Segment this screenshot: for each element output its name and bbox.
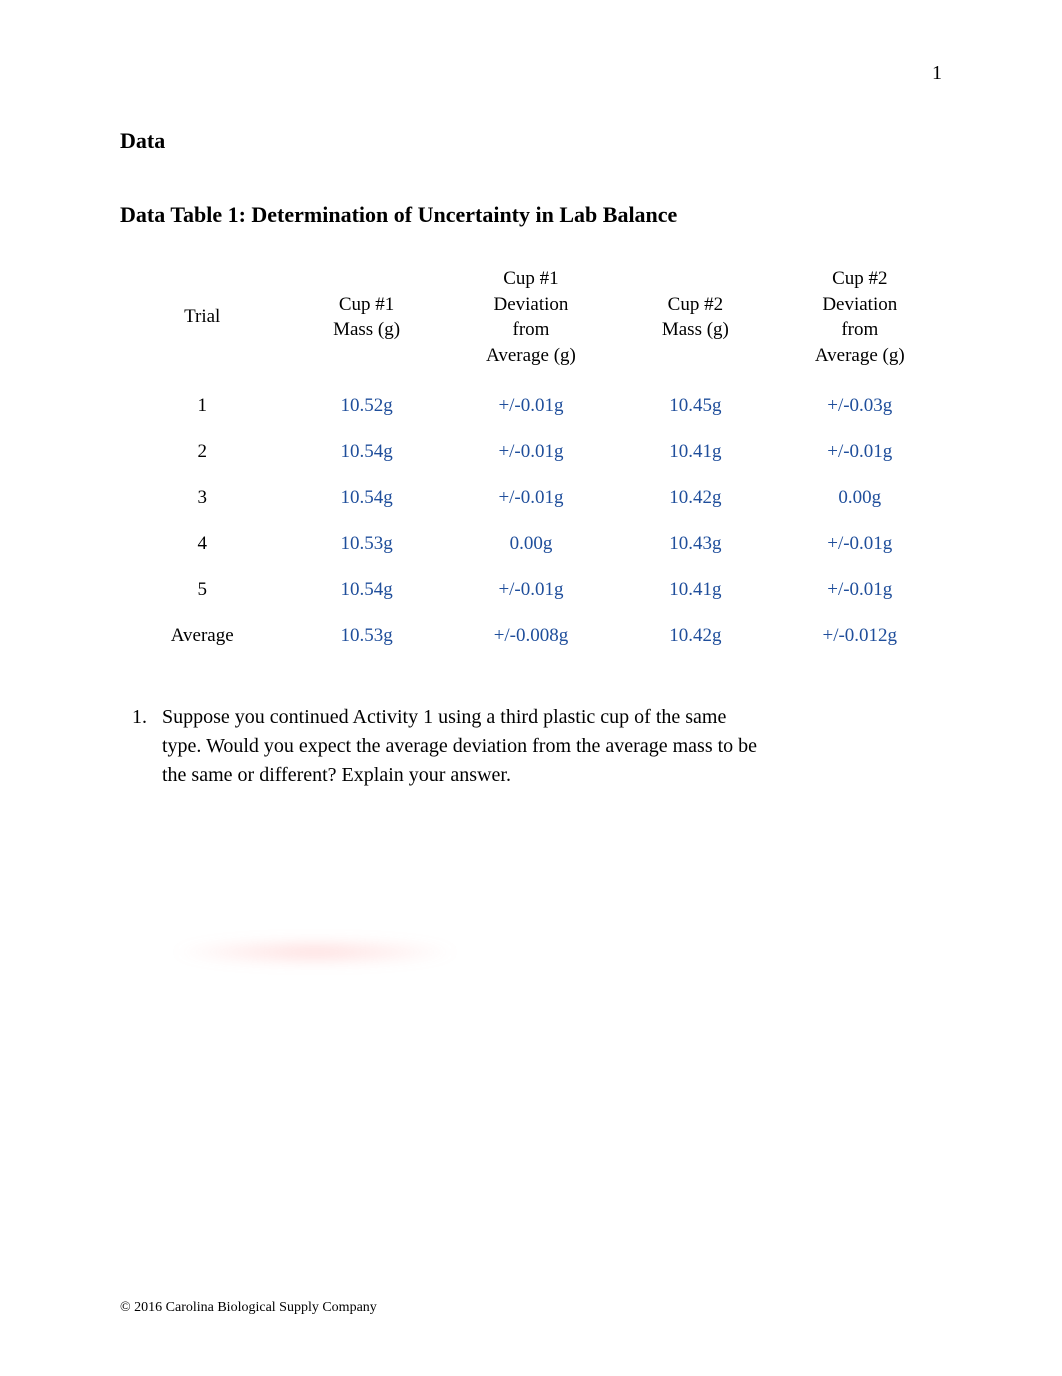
cell-c2-mass: 10.41g	[613, 567, 777, 613]
cell-trial: 2	[120, 429, 284, 475]
cell-c1-mass: 10.54g	[284, 429, 448, 475]
question-block: 1. Suppose you continued Activity 1 usin…	[120, 703, 942, 790]
cell-c2-dev: +/-0.01g	[778, 567, 942, 613]
data-table: Trial Cup #1Mass (g) Cup #1Deviationfrom…	[120, 260, 942, 659]
cell-trial: 3	[120, 475, 284, 521]
cell-c1-dev: +/-0.01g	[449, 429, 613, 475]
col-cup1-mass: Cup #1Mass (g)	[284, 260, 448, 383]
table-row: 2 10.54g +/-0.01g 10.41g +/-0.01g	[120, 429, 942, 475]
question-number: 1.	[120, 703, 162, 790]
table-header-row: Trial Cup #1Mass (g) Cup #1Deviationfrom…	[120, 260, 942, 383]
copyright-footer: © 2016 Carolina Biological Supply Compan…	[120, 1300, 377, 1316]
page-number: 1	[932, 62, 942, 85]
cell-c1-dev: 0.00g	[449, 521, 613, 567]
table-row: 4 10.53g 0.00g 10.43g +/-0.01g	[120, 521, 942, 567]
table-row: 3 10.54g +/-0.01g 10.42g 0.00g	[120, 475, 942, 521]
cell-trial: 5	[120, 567, 284, 613]
cell-c1-mass: 10.54g	[284, 567, 448, 613]
cell-c1-dev: +/-0.01g	[449, 475, 613, 521]
table-title: Data Table 1: Determination of Uncertain…	[120, 202, 942, 228]
table-body: 1 10.52g +/-0.01g 10.45g +/-0.03g 2 10.5…	[120, 383, 942, 659]
cell-c1-dev: +/-0.01g	[449, 567, 613, 613]
cell-c2-mass: 10.43g	[613, 521, 777, 567]
cell-c1-mass: 10.53g	[284, 613, 448, 659]
blur-redaction	[170, 938, 460, 966]
cell-c2-dev: +/-0.01g	[778, 429, 942, 475]
cell-c2-mass: 10.42g	[613, 613, 777, 659]
cell-c2-mass: 10.42g	[613, 475, 777, 521]
cell-trial: 1	[120, 383, 284, 429]
cell-trial: Average	[120, 613, 284, 659]
cell-c2-dev: +/-0.03g	[778, 383, 942, 429]
section-heading: Data	[120, 128, 942, 154]
cell-c2-mass: 10.41g	[613, 429, 777, 475]
col-cup1-dev: Cup #1DeviationfromAverage (g)	[449, 260, 613, 383]
table-row: 5 10.54g +/-0.01g 10.41g +/-0.01g	[120, 567, 942, 613]
col-cup2-dev: Cup #2DeviationfromAverage (g)	[778, 260, 942, 383]
cell-trial: 4	[120, 521, 284, 567]
cell-c1-dev: +/-0.01g	[449, 383, 613, 429]
cell-c2-dev: 0.00g	[778, 475, 942, 521]
cell-c1-dev: +/-0.008g	[449, 613, 613, 659]
col-cup2-mass: Cup #2Mass (g)	[613, 260, 777, 383]
cell-c1-mass: 10.54g	[284, 475, 448, 521]
table-row-average: Average 10.53g +/-0.008g 10.42g +/-0.012…	[120, 613, 942, 659]
col-trial: Trial	[120, 260, 284, 383]
cell-c1-mass: 10.52g	[284, 383, 448, 429]
table-row: 1 10.52g +/-0.01g 10.45g +/-0.03g	[120, 383, 942, 429]
cell-c1-mass: 10.53g	[284, 521, 448, 567]
cell-c2-dev: +/-0.01g	[778, 521, 942, 567]
cell-c2-dev: +/-0.012g	[778, 613, 942, 659]
cell-c2-mass: 10.45g	[613, 383, 777, 429]
question-text: Suppose you continued Activity 1 using a…	[162, 703, 762, 790]
